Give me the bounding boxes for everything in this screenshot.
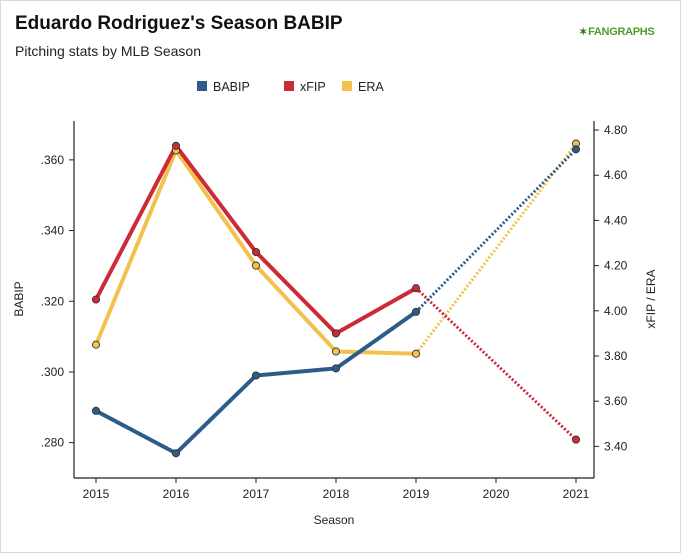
data-point-babip-2018[interactable] [331,364,341,373]
x-axis-label: Season [314,513,355,527]
y-tick-label: .300 [41,365,65,379]
data-point-babip-2017[interactable] [251,371,261,380]
data-point-era-2018[interactable] [331,347,341,356]
series-segment-babip [254,366,338,378]
series-segment-xfip [334,286,418,336]
x-tick-label: 2017 [243,487,270,501]
data-point-babip-2019[interactable] [411,307,421,316]
series-segment-dotted-era [414,142,578,355]
legend-label-xfip: xFIP [300,80,326,94]
x-tick-label: 2020 [483,487,510,501]
series-segment-dotted-babip [414,148,578,313]
data-point-xfip-2015[interactable] [91,295,101,304]
y-tick-label: .340 [41,224,65,238]
x-tick-label: 2015 [83,487,110,501]
data-point-xfip-2021[interactable] [571,435,581,444]
x-tick-label: 2018 [323,487,350,501]
data-point-babip-2015[interactable] [91,406,101,415]
legend-swatch-era [342,81,352,91]
y2-tick-label: 4.80 [604,123,628,137]
legend: BABIP xFIP ERA [197,80,384,94]
y-tick-label: .320 [41,294,65,308]
x-tick-label: 2021 [563,487,590,501]
legend-label-babip: BABIP [213,80,250,94]
y2-tick-label: 3.60 [604,394,628,408]
data-point-xfip-2017[interactable] [251,248,261,257]
legend-swatch-xfip [284,81,294,91]
chart-title: Eduardo Rodriguez's Season BABIP [15,13,343,34]
y2-tick-label: 4.40 [604,213,628,227]
data-point-era-2019[interactable] [411,349,421,358]
y2-tick-label: 4.60 [604,168,628,182]
fangraphs-logo-text: FANGRAPHS [588,26,655,38]
series-segment-xfip [254,250,338,336]
y2-tick-label: 3.80 [604,349,628,363]
x-tick-label: 2016 [163,487,190,501]
data-point-era-2017[interactable] [251,261,261,270]
series-segment-xfip [94,143,178,302]
series-segment-era [94,148,178,347]
y2-axis-label: xFIP / ERA [644,269,658,328]
series-segment-babip [174,373,258,456]
fangraphs-logo-mark-icon: ✶ [579,27,588,38]
data-point-era-2015[interactable] [91,340,101,349]
y-axis-label: BABIP [12,281,26,316]
series-segment-babip [94,408,178,456]
data-point-babip-2021[interactable] [571,145,581,154]
series-segment-era [334,349,418,356]
series-lines [94,142,578,456]
fangraphs-logo: ✶FANGRAPHS [579,26,655,38]
series-points [91,139,581,458]
series-segment-babip [334,309,418,371]
series-segment-dotted-xfip [414,287,578,441]
data-point-xfip-2018[interactable] [331,329,341,338]
legend-swatch-babip [197,81,207,91]
y2-tick-label: 4.20 [604,259,628,273]
chart-subtitle: Pitching stats by MLB Season [15,43,201,59]
legend-label-era: ERA [358,80,384,94]
data-point-babip-2016[interactable] [171,449,181,458]
axes: .280 .300 .320 .340 .360 3.40 3.60 3.80 4.00 4.20… [41,121,628,501]
series-segment-xfip [174,143,258,255]
x-tick-label: 2019 [403,487,430,501]
y-tick-label: .360 [41,153,65,167]
series-segment-era [174,148,258,268]
series-segment-era [254,263,338,354]
data-point-xfip-2016[interactable] [171,141,181,150]
data-point-xfip-2019[interactable] [411,284,421,293]
y2-tick-label: 4.00 [604,304,628,318]
y-tick-label: .280 [41,436,65,450]
y2-tick-label: 3.40 [604,439,628,453]
